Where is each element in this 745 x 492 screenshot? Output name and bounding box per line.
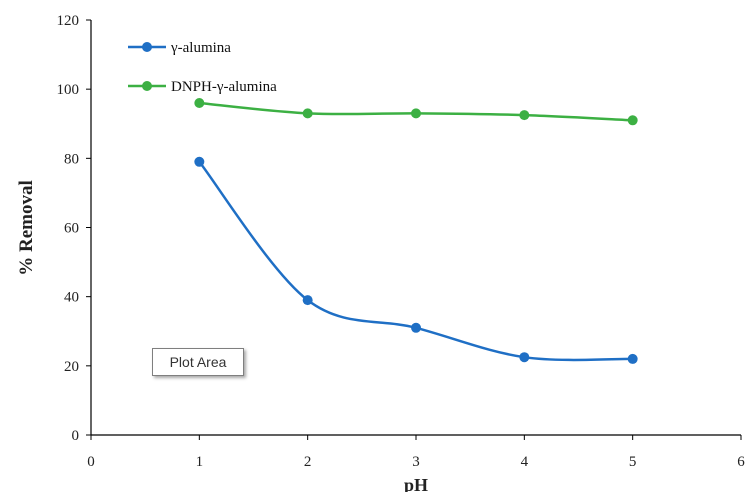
x-tick-label: 3 xyxy=(412,454,420,470)
y-tick-label: 80 xyxy=(64,151,79,167)
data-point xyxy=(411,322,421,333)
y-axis-title: % Removal xyxy=(16,180,37,276)
x-tick-label: 4 xyxy=(521,454,529,470)
data-point xyxy=(519,352,530,363)
x-tick-label: 5 xyxy=(629,454,637,470)
x-tick-label: 1 xyxy=(196,454,204,470)
series-line-1 xyxy=(198,161,633,362)
y-tick-label: 100 xyxy=(57,82,80,98)
data-point xyxy=(627,353,638,364)
legend: γ-alumina DNPH-γ-alumina xyxy=(128,40,277,95)
x-tick-label: 0 xyxy=(87,454,95,470)
y-tick-label: 40 xyxy=(64,290,79,306)
data-point xyxy=(411,108,421,119)
legend-marker-2 xyxy=(142,81,152,91)
legend-marker-1 xyxy=(142,42,152,52)
legend-label-1: γ-alumina xyxy=(170,40,231,56)
x-ticks: 0 1 2 3 4 5 6 xyxy=(87,435,745,470)
data-point xyxy=(627,115,638,126)
plot-area-tooltip: Plot Area xyxy=(152,348,244,376)
y-tick-label: 20 xyxy=(64,359,79,375)
legend-label-2: DNPH-γ-alumina xyxy=(171,79,277,95)
data-point xyxy=(302,108,313,119)
data-point xyxy=(194,98,205,108)
data-point xyxy=(302,295,313,306)
series-layer xyxy=(194,98,638,364)
y-tick-label: 60 xyxy=(64,221,79,237)
y-ticks: 0 20 40 60 80 100 120 xyxy=(57,13,91,444)
data-point xyxy=(194,156,205,167)
data-point xyxy=(519,110,530,121)
x-tick-label: 2 xyxy=(304,454,312,470)
y-tick-label: 120 xyxy=(57,13,80,29)
y-tick-label: 0 xyxy=(72,428,80,444)
x-axis-title: pH xyxy=(404,475,428,492)
x-tick-label: 6 xyxy=(737,454,745,470)
